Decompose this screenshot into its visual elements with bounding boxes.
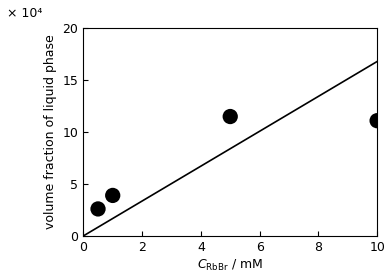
Point [110,193,116,198]
X-axis label: $C_\mathrm{RbBr}$ / mM: $C_\mathrm{RbBr}$ / mM [197,258,263,273]
Point [227,114,233,119]
Text: × 10⁴: × 10⁴ [7,7,42,20]
Point [95,207,101,211]
Y-axis label: volume fraction of liquid phase: volume fraction of liquid phase [44,35,57,230]
Point [374,118,380,123]
